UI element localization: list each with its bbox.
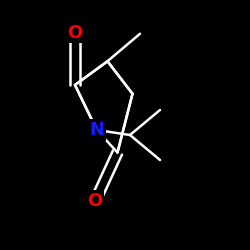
- Text: O: O: [88, 192, 103, 210]
- Text: O: O: [68, 24, 82, 42]
- Text: N: N: [89, 121, 104, 139]
